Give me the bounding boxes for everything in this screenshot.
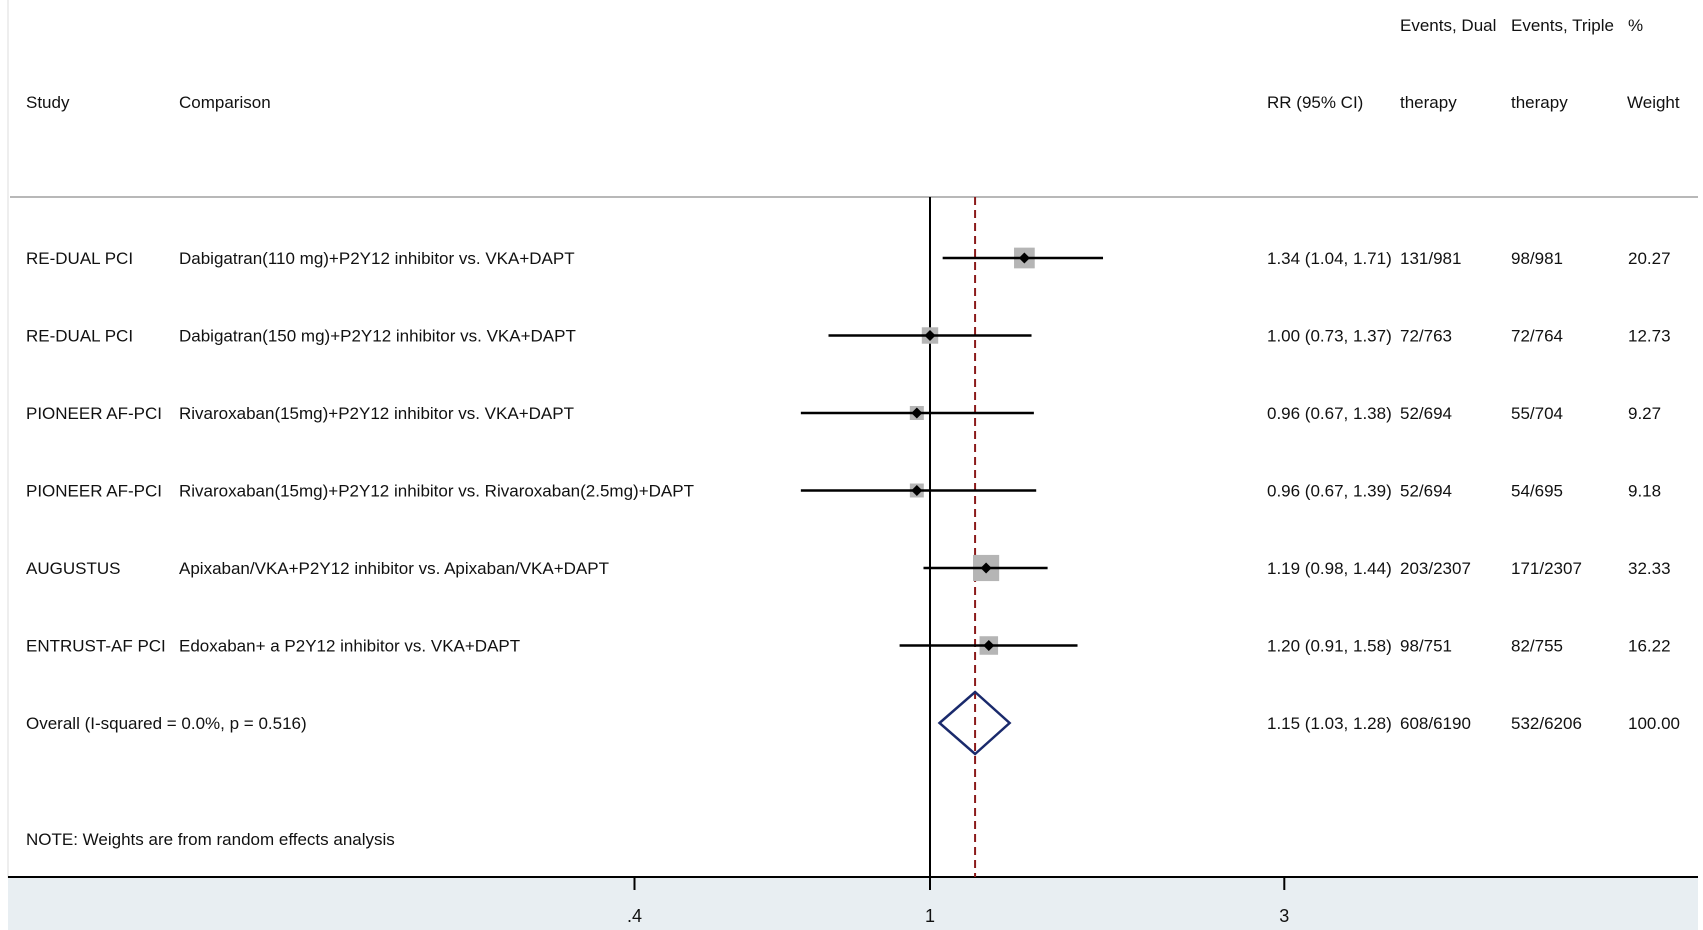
study-name: PIONEER AF-PCI — [26, 404, 162, 423]
study-point-estimate — [983, 640, 995, 651]
study-rr-ci: 1.19 (0.98, 1.44) — [1267, 559, 1392, 578]
overall-events-triple: 532/6206 — [1511, 714, 1582, 733]
header-triple-top: Events, Triple — [1511, 16, 1614, 35]
study-events-dual: 203/2307 — [1400, 559, 1471, 578]
study-rr-ci: 1.34 (1.04, 1.71) — [1267, 249, 1392, 268]
study-events-triple: 54/695 — [1511, 482, 1563, 501]
x-axis-tick-label: .4 — [627, 906, 642, 926]
study-events-dual: 52/694 — [1400, 482, 1452, 501]
study-point-estimate — [980, 562, 992, 574]
study-events-triple: 171/2307 — [1511, 559, 1582, 578]
overall-diamond — [937, 690, 1012, 756]
study-comparison: Edoxaban+ a P2Y12 inhibitor vs. VKA+DAPT — [179, 637, 520, 656]
study-events-dual: 131/981 — [1400, 249, 1461, 268]
overall-label: Overall (I-squared = 0.0%, p = 0.516) — [26, 714, 307, 733]
study-name: PIONEER AF-PCI — [26, 482, 162, 501]
header-study: Study — [26, 93, 70, 112]
study-name: AUGUSTUS — [26, 559, 120, 578]
header-weight-top: % — [1628, 16, 1643, 35]
x-axis-tick-label: 1 — [925, 906, 935, 926]
study-point-estimate — [911, 407, 923, 419]
overall-rr-ci: 1.15 (1.03, 1.28) — [1267, 714, 1392, 733]
study-comparison: Rivaroxaban(15mg)+P2Y12 inhibitor vs. VK… — [179, 404, 574, 423]
study-weight: 20.27 — [1628, 249, 1671, 268]
study-events-triple: 55/704 — [1511, 404, 1563, 423]
study-weight: 9.27 — [1628, 404, 1661, 423]
study-comparison: Rivaroxaban(15mg)+P2Y12 inhibitor vs. Ri… — [179, 482, 694, 501]
study-weight: 32.33 — [1628, 559, 1671, 578]
study-comparison: Dabigatran(110 mg)+P2Y12 inhibitor vs. V… — [179, 249, 575, 268]
header-dual-top: Events, Dual — [1400, 16, 1496, 35]
study-point-estimate — [1018, 252, 1030, 264]
header-dual-bottom: therapy — [1400, 93, 1457, 112]
study-point-estimate — [911, 485, 923, 496]
overall-events-dual: 608/6190 — [1400, 714, 1471, 733]
header-triple-bottom: therapy — [1511, 93, 1568, 112]
x-axis-tick-label: 3 — [1279, 906, 1289, 926]
overall-weight: 100.00 — [1628, 714, 1680, 733]
study-events-triple: 82/755 — [1511, 637, 1563, 656]
header-weight-bottom: Weight — [1627, 93, 1680, 112]
plot-marks: RE-DUAL PCI Dabigatran(110 mg)+P2Y12 inhi… — [26, 197, 1680, 926]
study-events-triple: 98/981 — [1511, 249, 1563, 268]
note-text: NOTE: Weights are from random effects an… — [26, 830, 395, 849]
study-rr-ci: 0.96 (0.67, 1.38) — [1267, 404, 1392, 423]
study-name: ENTRUST-AF PCI — [26, 637, 166, 656]
study-events-dual: 98/751 — [1400, 637, 1452, 656]
study-rr-ci: 1.20 (0.91, 1.58) — [1267, 637, 1392, 656]
study-rr-ci: 0.96 (0.67, 1.39) — [1267, 482, 1392, 501]
footer-band — [8, 878, 1698, 930]
study-weight: 16.22 — [1628, 637, 1671, 656]
study-name: RE-DUAL PCI — [26, 249, 133, 268]
study-point-estimate — [924, 330, 936, 341]
header-rr: RR (95% CI) — [1267, 93, 1363, 112]
study-comparison: Dabigatran(150 mg)+P2Y12 inhibitor vs. V… — [179, 327, 576, 346]
study-events-triple: 72/764 — [1511, 327, 1563, 346]
study-name: RE-DUAL PCI — [26, 327, 133, 346]
study-rr-ci: 1.00 (0.73, 1.37) — [1267, 327, 1392, 346]
header-comparison: Comparison — [179, 93, 271, 112]
study-events-dual: 72/763 — [1400, 327, 1452, 346]
study-comparison: Apixaban/VKA+P2Y12 inhibitor vs. Apixaba… — [179, 559, 609, 578]
study-weight: 12.73 — [1628, 327, 1671, 346]
study-events-dual: 52/694 — [1400, 404, 1452, 423]
study-weight: 9.18 — [1628, 482, 1661, 501]
